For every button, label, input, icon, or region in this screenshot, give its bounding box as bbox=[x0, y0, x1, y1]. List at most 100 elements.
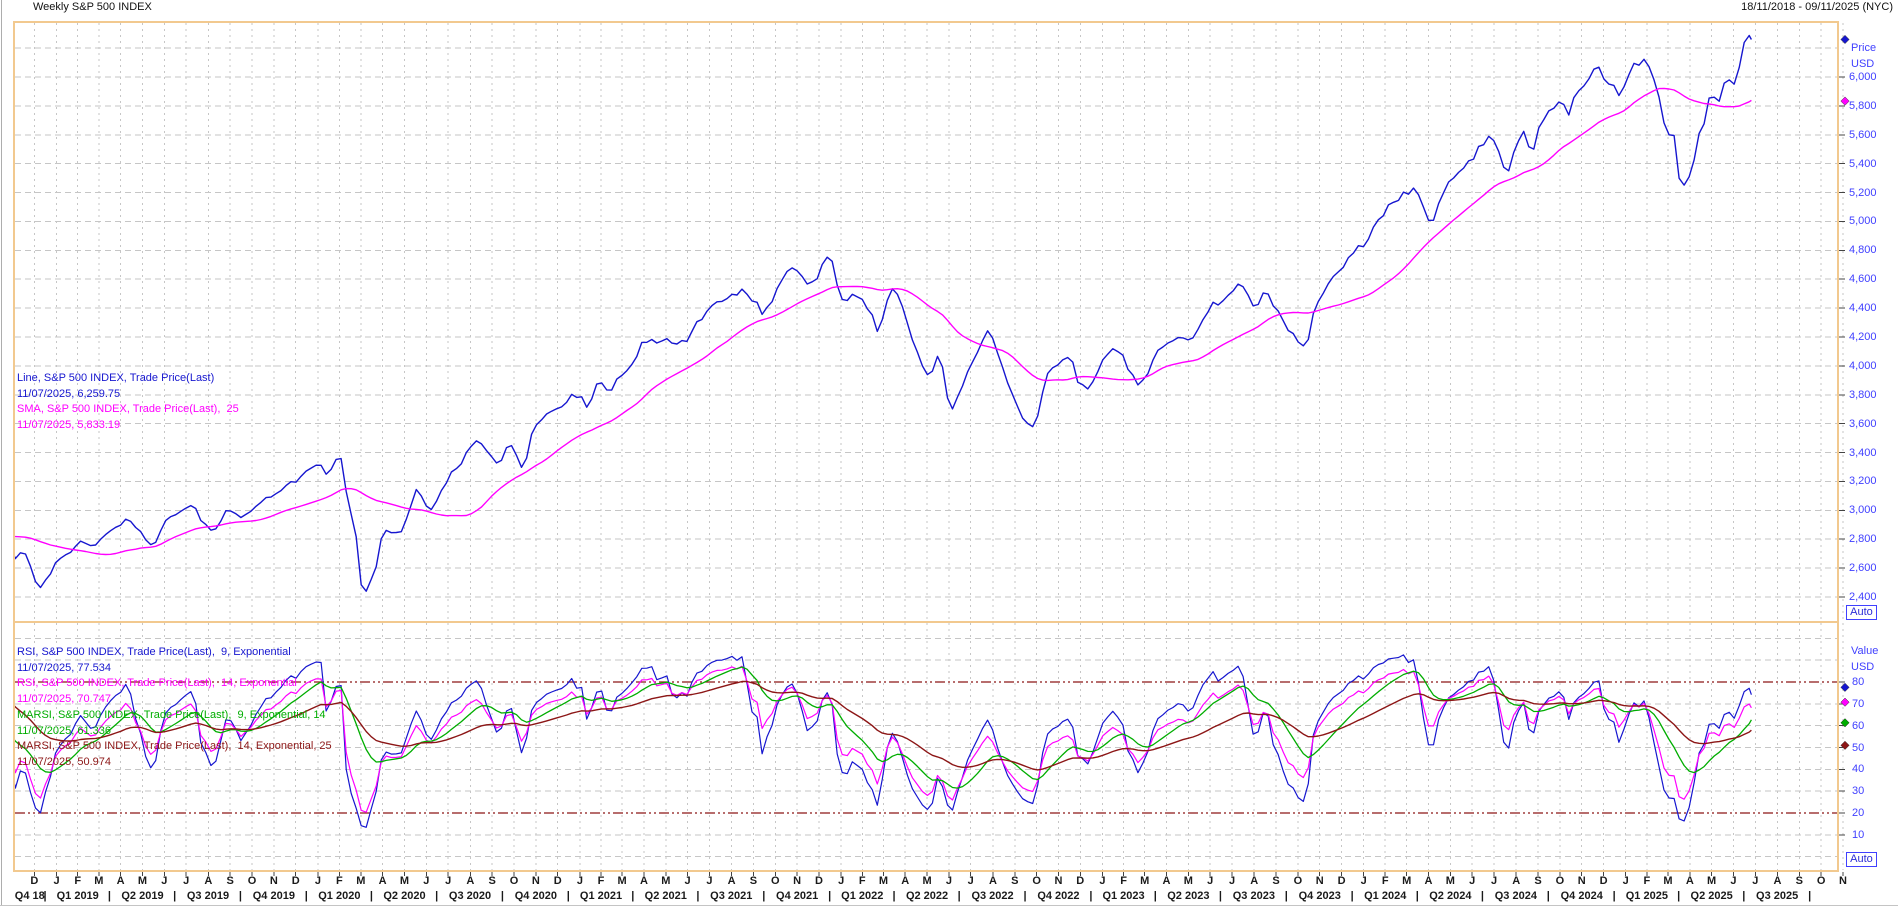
axis-ticks bbox=[33, 76, 1845, 876]
quarter-label: Q4 2022 bbox=[1037, 890, 1080, 902]
month-label: O bbox=[247, 875, 257, 887]
month-label: D bbox=[291, 875, 300, 887]
quarter-label: Q2 2022 bbox=[905, 890, 949, 902]
price-axis-auto-button[interactable]: Auto bbox=[1846, 605, 1877, 620]
month-label: N bbox=[269, 875, 278, 887]
window-bottom-edge bbox=[0, 905, 1898, 906]
month-label: J bbox=[423, 875, 430, 887]
value-tick-label: 80 bbox=[1852, 676, 1865, 688]
price-tick-label: 5,600 bbox=[1849, 128, 1877, 141]
month-label: N bbox=[1315, 875, 1324, 887]
quarter-separator: | bbox=[1677, 890, 1681, 902]
legend-row: 11/07/2025, 70.747 bbox=[17, 693, 111, 706]
quarter-separator: | bbox=[500, 890, 504, 902]
legend-row: SMA, S&P 500 INDEX, Trade Price(Last), 2… bbox=[17, 403, 239, 416]
month-label: D bbox=[553, 875, 562, 887]
rsi-band-lines bbox=[15, 681, 1837, 814]
month-label: J bbox=[1490, 875, 1498, 887]
last-value-diamond bbox=[1840, 682, 1850, 692]
month-label: A bbox=[116, 875, 125, 887]
quarter-separator: | bbox=[566, 890, 570, 902]
quarter-separator: | bbox=[1350, 890, 1354, 902]
rsi9-series bbox=[15, 654, 1752, 828]
month-label: D bbox=[1599, 875, 1608, 887]
month-label: M bbox=[137, 875, 148, 887]
price-tick-label: 3,000 bbox=[1849, 504, 1877, 517]
quarter-separator: | bbox=[304, 890, 308, 902]
month-label: J bbox=[1228, 875, 1236, 887]
sma-line-series bbox=[15, 87, 1752, 556]
quarter-label: Q4 18 bbox=[14, 890, 45, 902]
value-tick-label: 20 bbox=[1852, 807, 1865, 819]
month-label: F bbox=[597, 875, 605, 887]
month-label: D bbox=[814, 875, 823, 887]
quarter-separator: | bbox=[1089, 890, 1093, 902]
legend-row: Line, S&P 500 INDEX, Trade Price(Last) bbox=[17, 372, 215, 384]
month-label: M bbox=[94, 875, 104, 887]
month-label: S bbox=[749, 875, 758, 887]
rsi-panel-border bbox=[13, 621, 1839, 872]
quarter-separator: | bbox=[1612, 890, 1616, 902]
month-label: N bbox=[531, 875, 540, 887]
quarter-separator: | bbox=[1480, 890, 1484, 902]
month-label: J bbox=[445, 875, 452, 887]
legend-row: 11/07/2025, 6,259.75 bbox=[17, 387, 121, 400]
month-label: S bbox=[1795, 875, 1804, 887]
rsi-panel-legend: RSI, S&P 500 INDEX, Trade Price(Last), 9… bbox=[17, 645, 332, 771]
value-tick-label: 60 bbox=[1852, 719, 1865, 732]
month-label: A bbox=[727, 875, 736, 887]
month-label: J bbox=[53, 875, 60, 887]
price-tick-label: 5,000 bbox=[1849, 215, 1877, 228]
main-plot-area[interactable] bbox=[14, 22, 1838, 622]
quarter-separator: | bbox=[1415, 890, 1419, 902]
quarter-separator: | bbox=[828, 890, 832, 902]
last-value-markers bbox=[1840, 34, 1850, 750]
quarter-label: Q4 2023 bbox=[1298, 890, 1341, 902]
value-axis-auto-button[interactable]: Auto bbox=[1846, 852, 1877, 867]
quarter-separator: | bbox=[1023, 890, 1027, 902]
quarter-label: Q1 2021 bbox=[579, 890, 623, 902]
month-label: A bbox=[1773, 875, 1782, 887]
quarter-label: Q1 2020 bbox=[318, 890, 361, 902]
month-label: A bbox=[378, 875, 387, 887]
price-tick-label: 5,400 bbox=[1849, 157, 1877, 170]
month-label: O bbox=[1816, 875, 1826, 887]
month-label: A bbox=[639, 875, 648, 887]
quarter-label: Q1 2025 bbox=[1625, 890, 1668, 902]
month-label: A bbox=[1424, 875, 1433, 887]
month-label: M bbox=[661, 875, 671, 887]
month-label: A bbox=[1250, 875, 1259, 887]
price-tick-label: 5,800 bbox=[1849, 99, 1877, 112]
month-label: A bbox=[901, 875, 910, 887]
month-label: A bbox=[1685, 875, 1694, 887]
window-left-edge bbox=[1, 0, 2, 905]
month-label: N bbox=[793, 875, 802, 887]
legend-row: 11/07/2025, 50.974 bbox=[17, 755, 111, 768]
price-tick-label: 2,400 bbox=[1849, 591, 1877, 603]
month-label: F bbox=[1120, 875, 1127, 887]
rsi14-series bbox=[15, 665, 1752, 813]
month-label: A bbox=[988, 875, 997, 887]
legend-row: RSI, S&P 500 INDEX, Trade Price(Last), 9… bbox=[17, 646, 291, 658]
quarter-label: Q2 2023 bbox=[1167, 890, 1210, 902]
quarter-label: Q2 2020 bbox=[383, 890, 426, 902]
month-label: D bbox=[1076, 875, 1085, 887]
quarter-separator: | bbox=[631, 890, 635, 902]
value-tick-label: 10 bbox=[1852, 828, 1865, 841]
month-label: F bbox=[74, 875, 82, 887]
marsi14-series bbox=[15, 680, 1752, 771]
price-tick-label: 4,400 bbox=[1849, 302, 1877, 315]
month-label: J bbox=[1099, 875, 1106, 887]
quarter-label: Q2 2021 bbox=[644, 890, 687, 902]
price-tick-label: 4,000 bbox=[1849, 359, 1877, 372]
quarter-separator: | bbox=[173, 890, 177, 902]
quarter-separator: | bbox=[43, 890, 47, 902]
legend-row: 11/07/2025, 61.336 bbox=[17, 724, 111, 737]
month-label: F bbox=[858, 875, 866, 887]
month-label: D bbox=[30, 875, 39, 887]
month-label: O bbox=[1555, 875, 1565, 887]
quarter-separator: | bbox=[892, 890, 896, 902]
month-label: D bbox=[1337, 875, 1346, 887]
price-tick-label: 4,800 bbox=[1849, 244, 1877, 257]
